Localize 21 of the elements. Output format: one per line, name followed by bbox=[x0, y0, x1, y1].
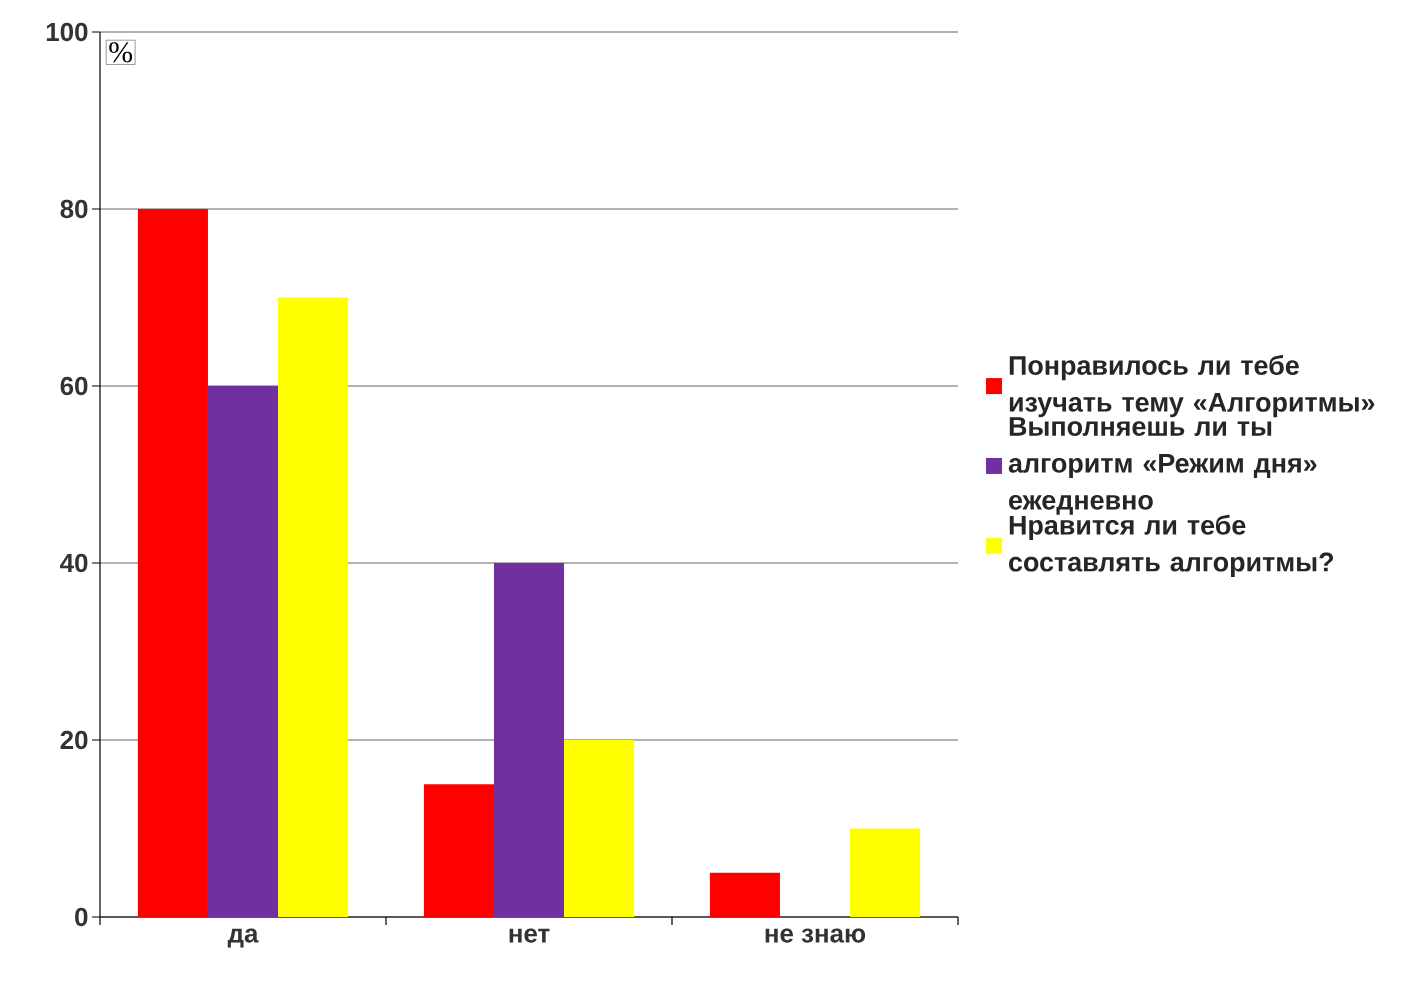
x-tick-label: да bbox=[227, 928, 259, 948]
legend-label: Нравится ли тебе составлять алгоритмы? bbox=[1009, 514, 1334, 577]
y-axis-title: % bbox=[109, 42, 133, 63]
bar bbox=[423, 784, 494, 917]
bar bbox=[278, 297, 349, 917]
x-tick-label: нет bbox=[509, 928, 550, 943]
bar bbox=[493, 563, 565, 917]
bar bbox=[564, 740, 635, 917]
y-tick-label: 20 bbox=[60, 730, 88, 750]
bar bbox=[137, 208, 208, 917]
bar bbox=[709, 872, 780, 917]
legend-label: Выполняешь ли ты алгоритм «Режим дня» ежедневно bbox=[1008, 417, 1317, 515]
bar bbox=[207, 385, 279, 917]
y-tick-label: 40 bbox=[60, 553, 88, 573]
bar bbox=[850, 828, 921, 917]
y-tick-label: 60 bbox=[60, 376, 88, 396]
legend-label: Понравилось ли тебе изучать тему «Алгоритмы» bbox=[1009, 354, 1375, 418]
x-tick-label: не знаю bbox=[765, 928, 866, 943]
y-tick-label: 80 bbox=[60, 199, 88, 219]
y-tick-label: 100 bbox=[46, 22, 88, 42]
y-tick-label: 0 bbox=[75, 907, 88, 927]
